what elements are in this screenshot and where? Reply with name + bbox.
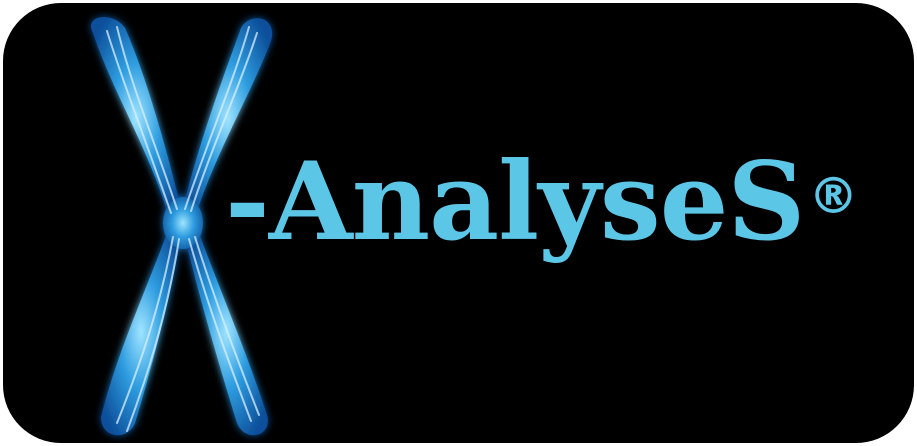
chromatid-strand [194, 236, 260, 416]
chromatid-arm-lower-left [101, 228, 181, 436]
chromatid-strand [126, 238, 180, 432]
registered-trademark-icon: ® [808, 167, 858, 225]
brand-name: -AnalyseS [225, 139, 805, 265]
x-chromosome-icon [90, 17, 273, 436]
chromatid-strand [116, 236, 174, 424]
brand-wordmark: -AnalyseS® [225, 148, 858, 256]
chromatid-strand [188, 238, 252, 422]
chromatid-strand [184, 26, 250, 210]
chromatid-strand [116, 26, 178, 210]
logo-card: -AnalyseS® [3, 3, 914, 443]
chromatid-strand [106, 30, 172, 214]
chromatid-strand [190, 32, 258, 212]
